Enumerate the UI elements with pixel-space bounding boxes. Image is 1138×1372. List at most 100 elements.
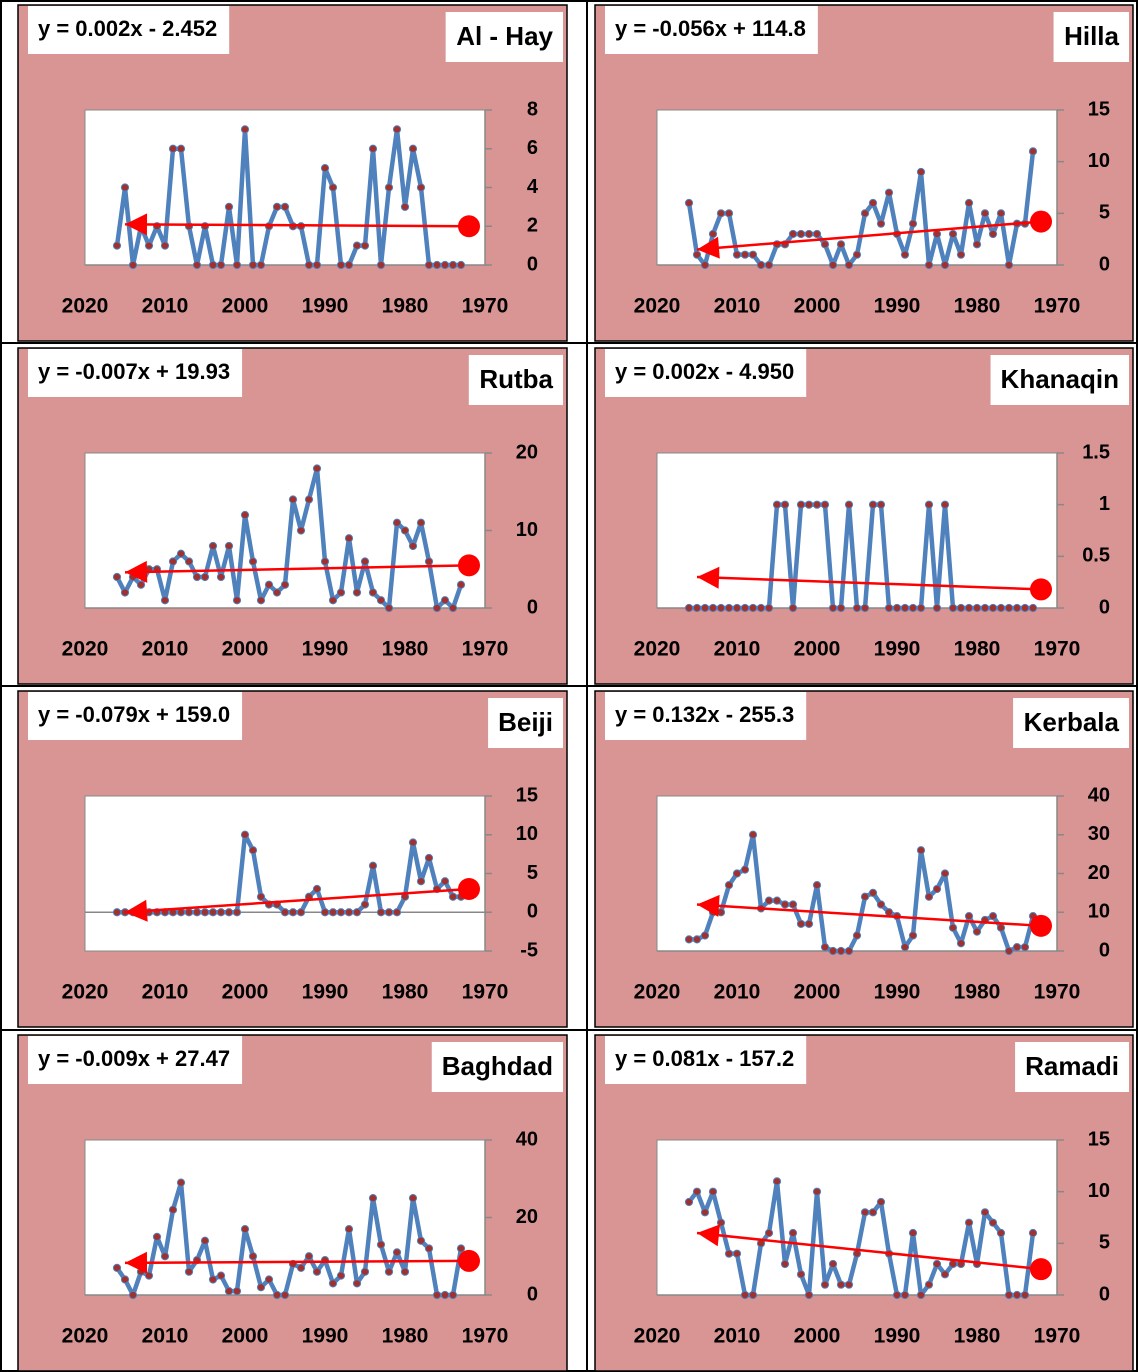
data-point xyxy=(844,1280,854,1289)
data-point xyxy=(264,580,274,589)
data-point xyxy=(844,946,854,956)
data-point xyxy=(1028,1228,1038,1238)
x-tick-label: 2000 xyxy=(794,981,841,1004)
trend-arrowhead xyxy=(125,899,148,922)
data-point xyxy=(376,596,386,605)
data-point xyxy=(964,198,974,208)
y-tick-label: 10 xyxy=(516,519,538,541)
data-point xyxy=(988,603,998,613)
data-point xyxy=(440,1290,450,1300)
data-point xyxy=(272,1290,282,1300)
data-point xyxy=(168,144,178,153)
data-point xyxy=(1020,943,1030,952)
x-tick-label: 2000 xyxy=(222,1325,269,1348)
data-point xyxy=(176,1178,186,1187)
data-point xyxy=(176,549,186,558)
data-point xyxy=(740,250,750,259)
data-point xyxy=(328,1279,338,1288)
trend-arrowhead xyxy=(697,566,720,589)
data-point xyxy=(112,241,122,250)
data-point xyxy=(948,229,958,239)
data-point xyxy=(796,500,806,509)
data-point xyxy=(280,580,290,589)
x-tick-label: 1970 xyxy=(1034,981,1081,1004)
x-tick-label: 2000 xyxy=(794,1325,841,1348)
x-tick-label: 1980 xyxy=(382,638,429,661)
data-point xyxy=(1028,147,1038,156)
data-point xyxy=(828,603,838,613)
data-point xyxy=(120,588,130,597)
data-point xyxy=(400,202,410,211)
x-tick-label: 2020 xyxy=(634,981,681,1004)
data-point xyxy=(916,1290,926,1300)
data-point xyxy=(780,900,790,909)
y-tick-label: 5 xyxy=(1099,202,1110,224)
trend-line xyxy=(124,1259,470,1265)
data-point xyxy=(368,1194,378,1203)
data-point xyxy=(248,260,258,270)
x-tick-label: 2010 xyxy=(714,981,761,1004)
equation: y = 0.132x - 255.3 xyxy=(615,702,794,727)
equation-box xyxy=(28,1036,243,1084)
trend-arrowhead xyxy=(125,560,148,583)
data-point xyxy=(716,209,726,218)
panel: y = -0.009x + 27.47 Baghdad 0 20 40 2020 2010 2… xyxy=(17,1034,568,1372)
y-tick-label: 4 xyxy=(527,176,539,198)
data-point xyxy=(416,877,426,886)
data-point xyxy=(160,241,170,250)
y-tick-label: 0 xyxy=(527,596,538,618)
x-tick-label: 1990 xyxy=(302,1325,349,1348)
data-point xyxy=(312,464,322,473)
data-point xyxy=(344,1225,354,1234)
data-point xyxy=(692,935,702,944)
data-point xyxy=(376,1240,386,1249)
panel: y = 0.002x - 4.950 Khanaqin 0 0.5 1 1.5 2020 20… xyxy=(594,347,1134,685)
data-point xyxy=(764,603,774,613)
data-point xyxy=(980,209,990,218)
data-point xyxy=(964,1218,974,1227)
data-point xyxy=(740,603,750,613)
x-tick-label: 2010 xyxy=(142,1325,189,1348)
data-point xyxy=(700,1208,710,1217)
data-point xyxy=(344,908,354,917)
x-tick-label: 1990 xyxy=(874,295,921,318)
data-point xyxy=(240,1225,250,1234)
x-tick-label: 2020 xyxy=(62,295,109,318)
data-point xyxy=(216,260,226,270)
x-tick-label: 1990 xyxy=(874,638,921,661)
data-point xyxy=(756,260,766,270)
data-point xyxy=(144,1271,154,1280)
data-point xyxy=(868,888,878,897)
trend-line xyxy=(124,887,470,914)
y-tick-label: 20 xyxy=(516,441,538,463)
data-point xyxy=(344,534,354,543)
data-point xyxy=(892,603,902,613)
data-point xyxy=(828,946,838,956)
data-point xyxy=(716,603,726,613)
data-point xyxy=(256,260,266,270)
data-point xyxy=(716,1218,726,1227)
data-point xyxy=(700,931,710,940)
data-point xyxy=(996,603,1006,613)
data-point xyxy=(708,229,718,239)
chart-title: Baghdad xyxy=(442,1051,553,1081)
data-point xyxy=(336,588,346,597)
data-point xyxy=(700,603,710,613)
chart-title: Khanaqin xyxy=(1001,364,1119,394)
x-tick-label: 2020 xyxy=(62,1325,109,1348)
data-point xyxy=(288,908,298,917)
data-point xyxy=(360,241,370,250)
data-point xyxy=(296,908,306,917)
x-tick-label: 1990 xyxy=(302,638,349,661)
data-point xyxy=(1004,603,1014,613)
data-point xyxy=(272,588,282,597)
data-point xyxy=(312,884,322,894)
data-point xyxy=(908,1228,918,1238)
data-point xyxy=(692,603,702,613)
y-tick-label: 0 xyxy=(1099,939,1110,961)
y-tick-label: 5 xyxy=(1099,1232,1110,1254)
data-point xyxy=(980,603,990,613)
x-tick-label: 2010 xyxy=(142,638,189,661)
data-point xyxy=(884,603,894,613)
data-point xyxy=(820,240,830,249)
